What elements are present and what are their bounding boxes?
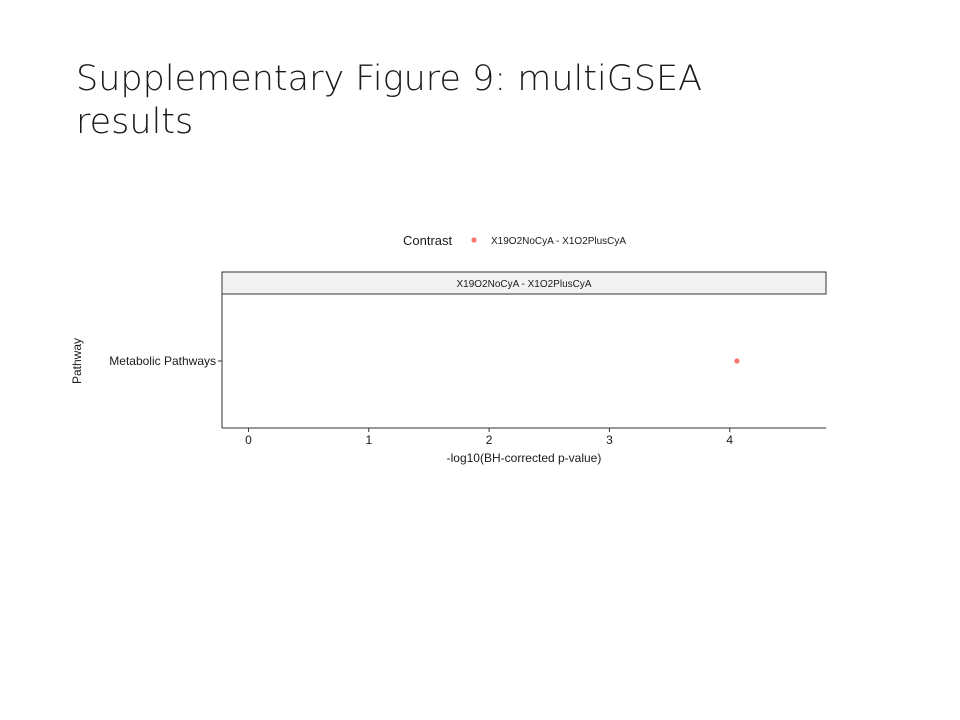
- data-points: [734, 358, 740, 364]
- y-axis-label: Pathway: [70, 338, 84, 384]
- legend-title: Contrast: [403, 233, 453, 248]
- facet-strip-box: [221, 271, 827, 295]
- facet-strip: X19O2NoCyA - X1O2PlusCyA: [221, 271, 827, 295]
- x-tick-label: 4: [726, 433, 733, 447]
- legend-marker: [471, 237, 477, 243]
- x-tick-label: 0: [245, 433, 252, 447]
- x-tick-label: 3: [606, 433, 613, 447]
- legend-entry: X19O2NoCyA - X1O2PlusCyA: [491, 236, 626, 247]
- facet-strip-label: X19O2NoCyA - X1O2PlusCyA: [456, 279, 591, 290]
- slide-title: Supplementary Figure 9: multiGSEA result…: [76, 59, 703, 142]
- y-ticks: Metabolic Pathways: [109, 354, 222, 368]
- x-tick-label: 2: [486, 433, 493, 447]
- x-tick-label: 1: [365, 433, 372, 447]
- y-tick-label: Metabolic Pathways: [109, 354, 216, 368]
- x-ticks: 0 1 2 3 4: [245, 428, 733, 447]
- legend: Contrast X19O2NoCyA - X1O2PlusCyA: [403, 233, 626, 248]
- data-point: [734, 358, 740, 364]
- x-axis-label: -log10(BH-corrected p-value): [447, 451, 602, 465]
